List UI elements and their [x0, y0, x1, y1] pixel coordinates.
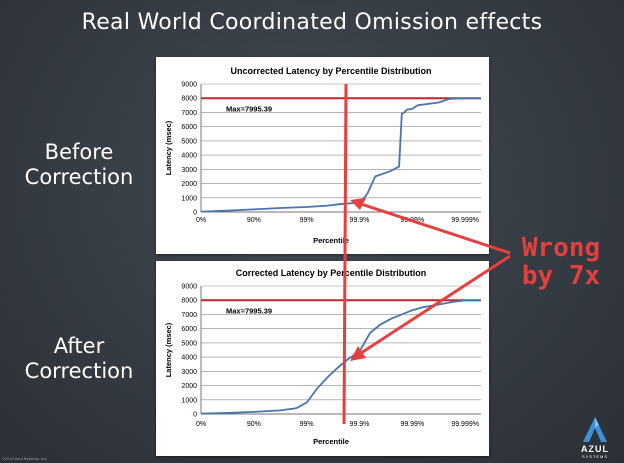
y-tick-label: 4000	[181, 355, 197, 362]
x-tick-label: 99.999%	[451, 421, 479, 428]
corrected-chart-panel: Corrected Latency by Percentile Distribu…	[156, 261, 489, 456]
series-line	[200, 97, 481, 213]
y-tick-label: 1000	[181, 195, 197, 202]
x-tick-label: 90%	[247, 421, 261, 428]
y-tick-label: 8000	[181, 96, 197, 103]
y-tick-label: 0	[193, 210, 197, 217]
after-correction-label: After Correction	[24, 334, 134, 383]
y-axis-label: Latency (msec)	[164, 120, 173, 175]
y-tick-label: 3000	[181, 369, 197, 376]
before-correction-label: Before Correction	[24, 140, 134, 189]
x-tick-label: 99.999%	[451, 217, 479, 224]
wrong-by-7x-annotation: Wrong by 7x	[521, 233, 601, 291]
azul-logo: AZUL SYSTEMS	[570, 414, 620, 459]
y-axis-label: Latency (msec)	[164, 322, 173, 377]
copyright-text: ©2012 Azul Systems, Inc.	[2, 456, 48, 461]
x-axis-label: Percentile	[313, 236, 349, 245]
chart-title: Corrected Latency by Percentile Distribu…	[236, 268, 427, 278]
y-tick-label: 8000	[181, 298, 197, 305]
chart-title: Uncorrected Latency by Percentile Distri…	[230, 66, 431, 76]
y-tick-label: 9000	[181, 284, 197, 291]
y-tick-label: 9000	[181, 82, 197, 89]
y-tick-label: 3000	[181, 167, 197, 174]
max-label: Max=7995.39	[226, 306, 272, 315]
max-label: Max=7995.39	[226, 104, 272, 113]
uncorrected-chart-panel: Uncorrected Latency by Percentile Distri…	[156, 57, 489, 254]
x-tick-label: 99%	[300, 217, 314, 224]
uncorrected-latency-chart: Uncorrected Latency by Percentile Distri…	[164, 66, 481, 245]
y-tick-label: 5000	[181, 138, 197, 145]
x-tick-label: 99.9%	[350, 421, 370, 428]
x-tick-label: 0%	[196, 217, 206, 224]
azul-logo-icon	[583, 417, 607, 442]
x-tick-label: 99.9%	[350, 217, 370, 224]
y-tick-label: 6000	[181, 326, 197, 333]
y-tick-label: 7000	[181, 312, 197, 319]
x-tick-label: 0%	[196, 421, 206, 428]
x-tick-label: 90%	[247, 217, 261, 224]
y-tick-label: 6000	[181, 124, 197, 131]
y-tick-label: 4000	[181, 153, 197, 160]
azul-logo-name: AZUL	[581, 444, 609, 454]
x-tick-label: 99.99%	[400, 217, 424, 224]
azul-logo-sub: SYSTEMS	[581, 454, 609, 459]
x-axis-label: Percentile	[313, 437, 349, 446]
slide-title: Real World Coordinated Omission effects	[81, 10, 543, 35]
y-tick-label: 5000	[181, 340, 197, 347]
y-tick-label: 0	[193, 412, 197, 419]
corrected-latency-chart: Corrected Latency by Percentile Distribu…	[164, 268, 481, 446]
y-tick-label: 7000	[181, 110, 197, 117]
y-tick-label: 1000	[181, 397, 197, 404]
x-tick-label: 99%	[300, 421, 314, 428]
y-tick-label: 2000	[181, 383, 197, 390]
y-tick-label: 2000	[181, 181, 197, 188]
x-tick-label: 99.99%	[400, 421, 424, 428]
